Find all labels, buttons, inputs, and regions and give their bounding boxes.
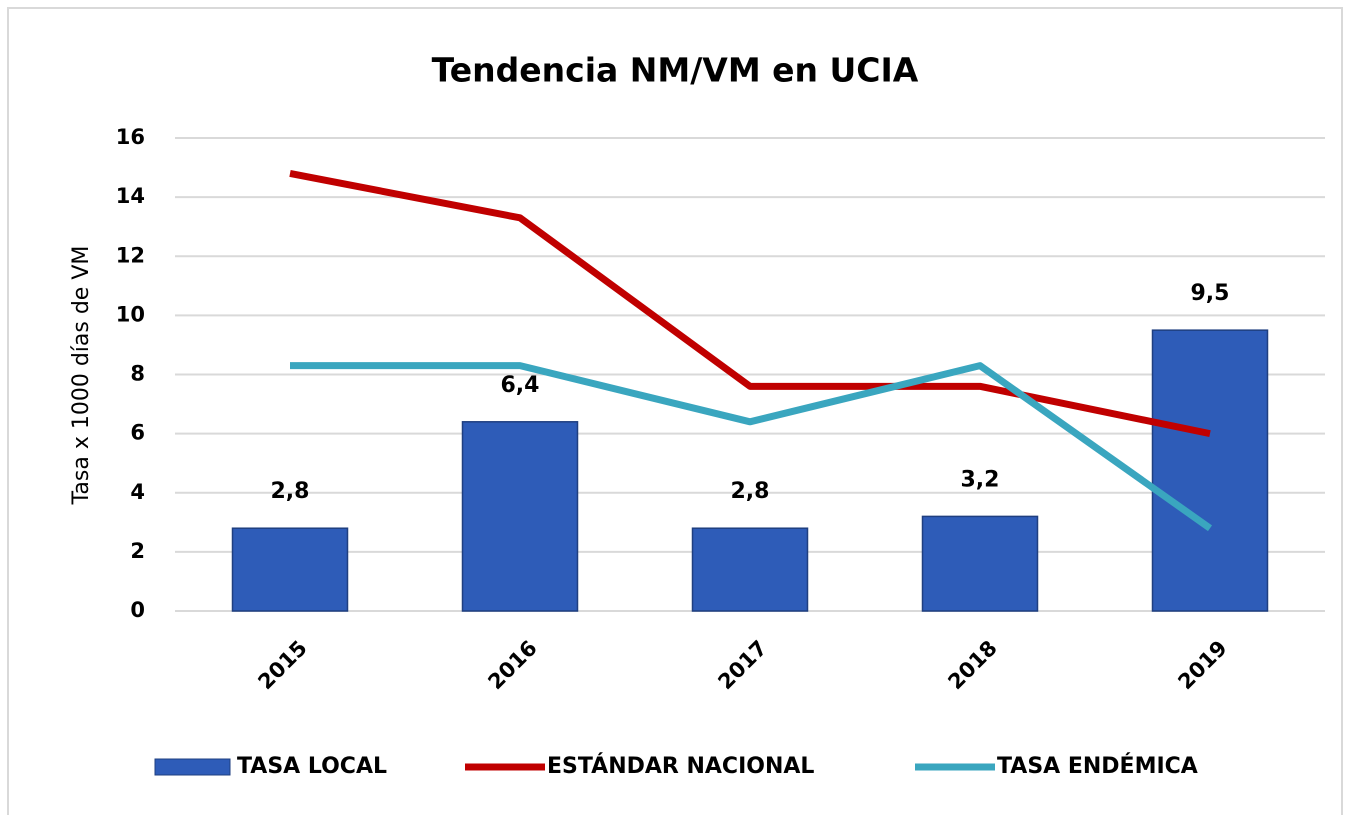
- y-tick-label: 6: [130, 421, 145, 445]
- data-label: 2,8: [271, 479, 310, 504]
- y-tick-label: 14: [116, 184, 145, 208]
- y-tick-label: 16: [116, 125, 145, 149]
- y-tick-label: 4: [130, 480, 145, 504]
- chart-frame: [7, 7, 1343, 815]
- data-label: 3,2: [961, 467, 1000, 492]
- data-label: 2,8: [731, 479, 770, 504]
- bar: [461, 421, 579, 612]
- legend-label: TASA ENDÉMICA: [997, 753, 1198, 779]
- y-tick-label: 12: [116, 243, 145, 267]
- y-tick-label: 2: [130, 539, 145, 563]
- data-label: 9,5: [1191, 281, 1230, 306]
- legend-label: TASA LOCAL: [237, 754, 387, 779]
- line: [289, 170, 1211, 438]
- y-axis-title: Tasa x 1000 días de VM: [69, 246, 94, 506]
- line: [290, 362, 1213, 532]
- y-tick-label: 8: [130, 362, 145, 386]
- bar: [691, 527, 809, 612]
- data-label: 6,4: [501, 373, 540, 398]
- legend-label: ESTÁNDAR NACIONAL: [547, 753, 814, 779]
- bar: [231, 527, 349, 612]
- bar: [1151, 329, 1269, 612]
- y-tick-label: 10: [116, 302, 145, 326]
- legend-swatch: [154, 758, 231, 776]
- chart-title: Tendencia NM/VM en UCIA: [432, 51, 919, 90]
- bar: [921, 515, 1039, 612]
- y-tick-label: 0: [130, 598, 145, 622]
